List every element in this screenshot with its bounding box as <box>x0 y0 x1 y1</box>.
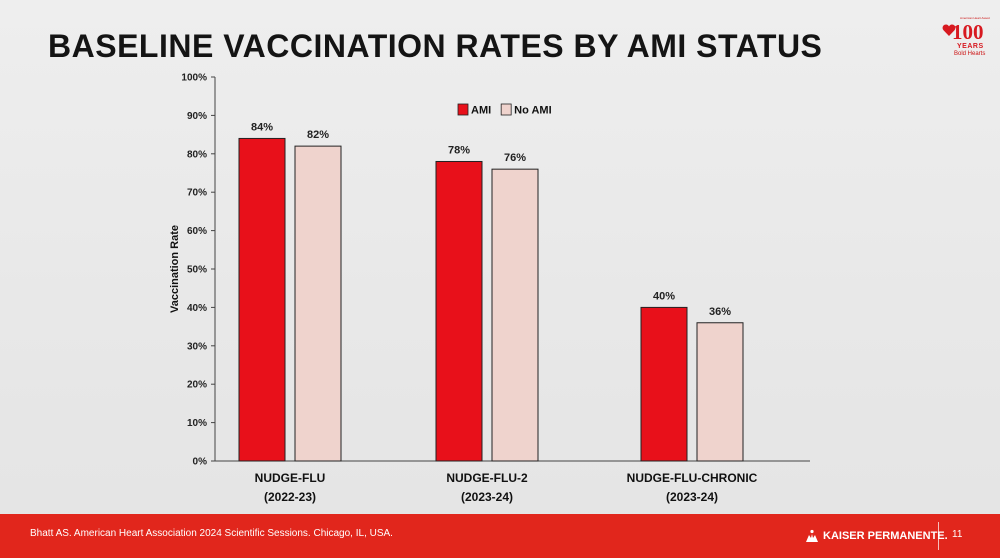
bar-no-ami <box>696 322 744 462</box>
chart-legend: AMI No AMI <box>457 103 552 117</box>
data-label: 40% <box>653 290 675 302</box>
kp-symbol-icon <box>806 529 818 542</box>
footer-bar: Bhatt AS. American Heart Association 202… <box>0 514 1000 558</box>
category-sublabel: (2023-24) <box>461 490 513 504</box>
legend-label: No AMI <box>514 105 551 117</box>
y-tick-label: 40% <box>187 303 207 314</box>
chart-bars <box>238 137 744 462</box>
aha-number: 100 <box>952 20 984 44</box>
data-label: 78% <box>448 144 470 156</box>
y-tick-label: 20% <box>187 380 207 391</box>
heart-icon <box>942 24 956 36</box>
category-sublabel: (2023-24) <box>666 490 718 504</box>
y-tick-label: 10% <box>187 418 207 429</box>
slide-title: BASELINE VACCINATION RATES BY AMI STATUS <box>48 28 823 64</box>
aha-tagline: Bold Hearts <box>954 51 986 57</box>
y-tick-label: 60% <box>187 226 207 237</box>
legend-label: AMI <box>471 105 491 117</box>
y-tick-label: 90% <box>187 111 207 122</box>
data-label: 84% <box>251 121 273 133</box>
y-tick-label: 70% <box>187 188 207 199</box>
category-label: NUDGE-FLU-CHRONIC <box>627 471 758 485</box>
bar-chart: 0% 10% 20% 30% 40% 50% 60% 70% 80% 90% 100% Vaccina… <box>169 73 810 504</box>
footer-citation: Bhatt AS. American Heart Association 202… <box>30 528 393 539</box>
bar-ami <box>238 137 286 462</box>
page-number: 11 <box>952 529 963 540</box>
y-tick-label: 0% <box>193 457 208 468</box>
kp-brand-text: KAISER PERMANENTE. <box>823 530 948 542</box>
chart-labels: 84% 82% NUDGE-FLU (2022-23) 78% 76% NUDGE-FLU-… <box>251 121 758 504</box>
footer-divider <box>938 522 939 550</box>
y-axis-label: Vaccination Rate <box>169 225 181 313</box>
y-tick-label: 50% <box>187 265 207 276</box>
y-tick-label: 30% <box>187 341 207 352</box>
bar-ami <box>640 306 688 462</box>
category-label: NUDGE-FLU-2 <box>446 471 528 485</box>
bar-ami <box>435 160 483 462</box>
bar-no-ami <box>294 145 342 462</box>
y-tick-label: 100% <box>181 73 207 84</box>
aha-org-name: American Heart Association <box>960 16 990 20</box>
data-label: 82% <box>307 129 329 141</box>
legend-swatch-ami <box>457 103 469 116</box>
bar-no-ami <box>491 168 539 462</box>
category-sublabel: (2022-23) <box>264 490 316 504</box>
kaiser-permanente-logo: KAISER PERMANENTE. <box>805 526 948 546</box>
data-label: 36% <box>709 306 731 318</box>
aha-100-years-logo: American Heart Association 100 YEARS Bol… <box>940 14 992 60</box>
y-tick-label: 80% <box>187 149 207 160</box>
aha-years: YEARS <box>957 43 984 50</box>
category-label: NUDGE-FLU <box>255 471 326 485</box>
legend-swatch-no-ami <box>500 103 512 116</box>
data-label: 76% <box>504 152 526 164</box>
